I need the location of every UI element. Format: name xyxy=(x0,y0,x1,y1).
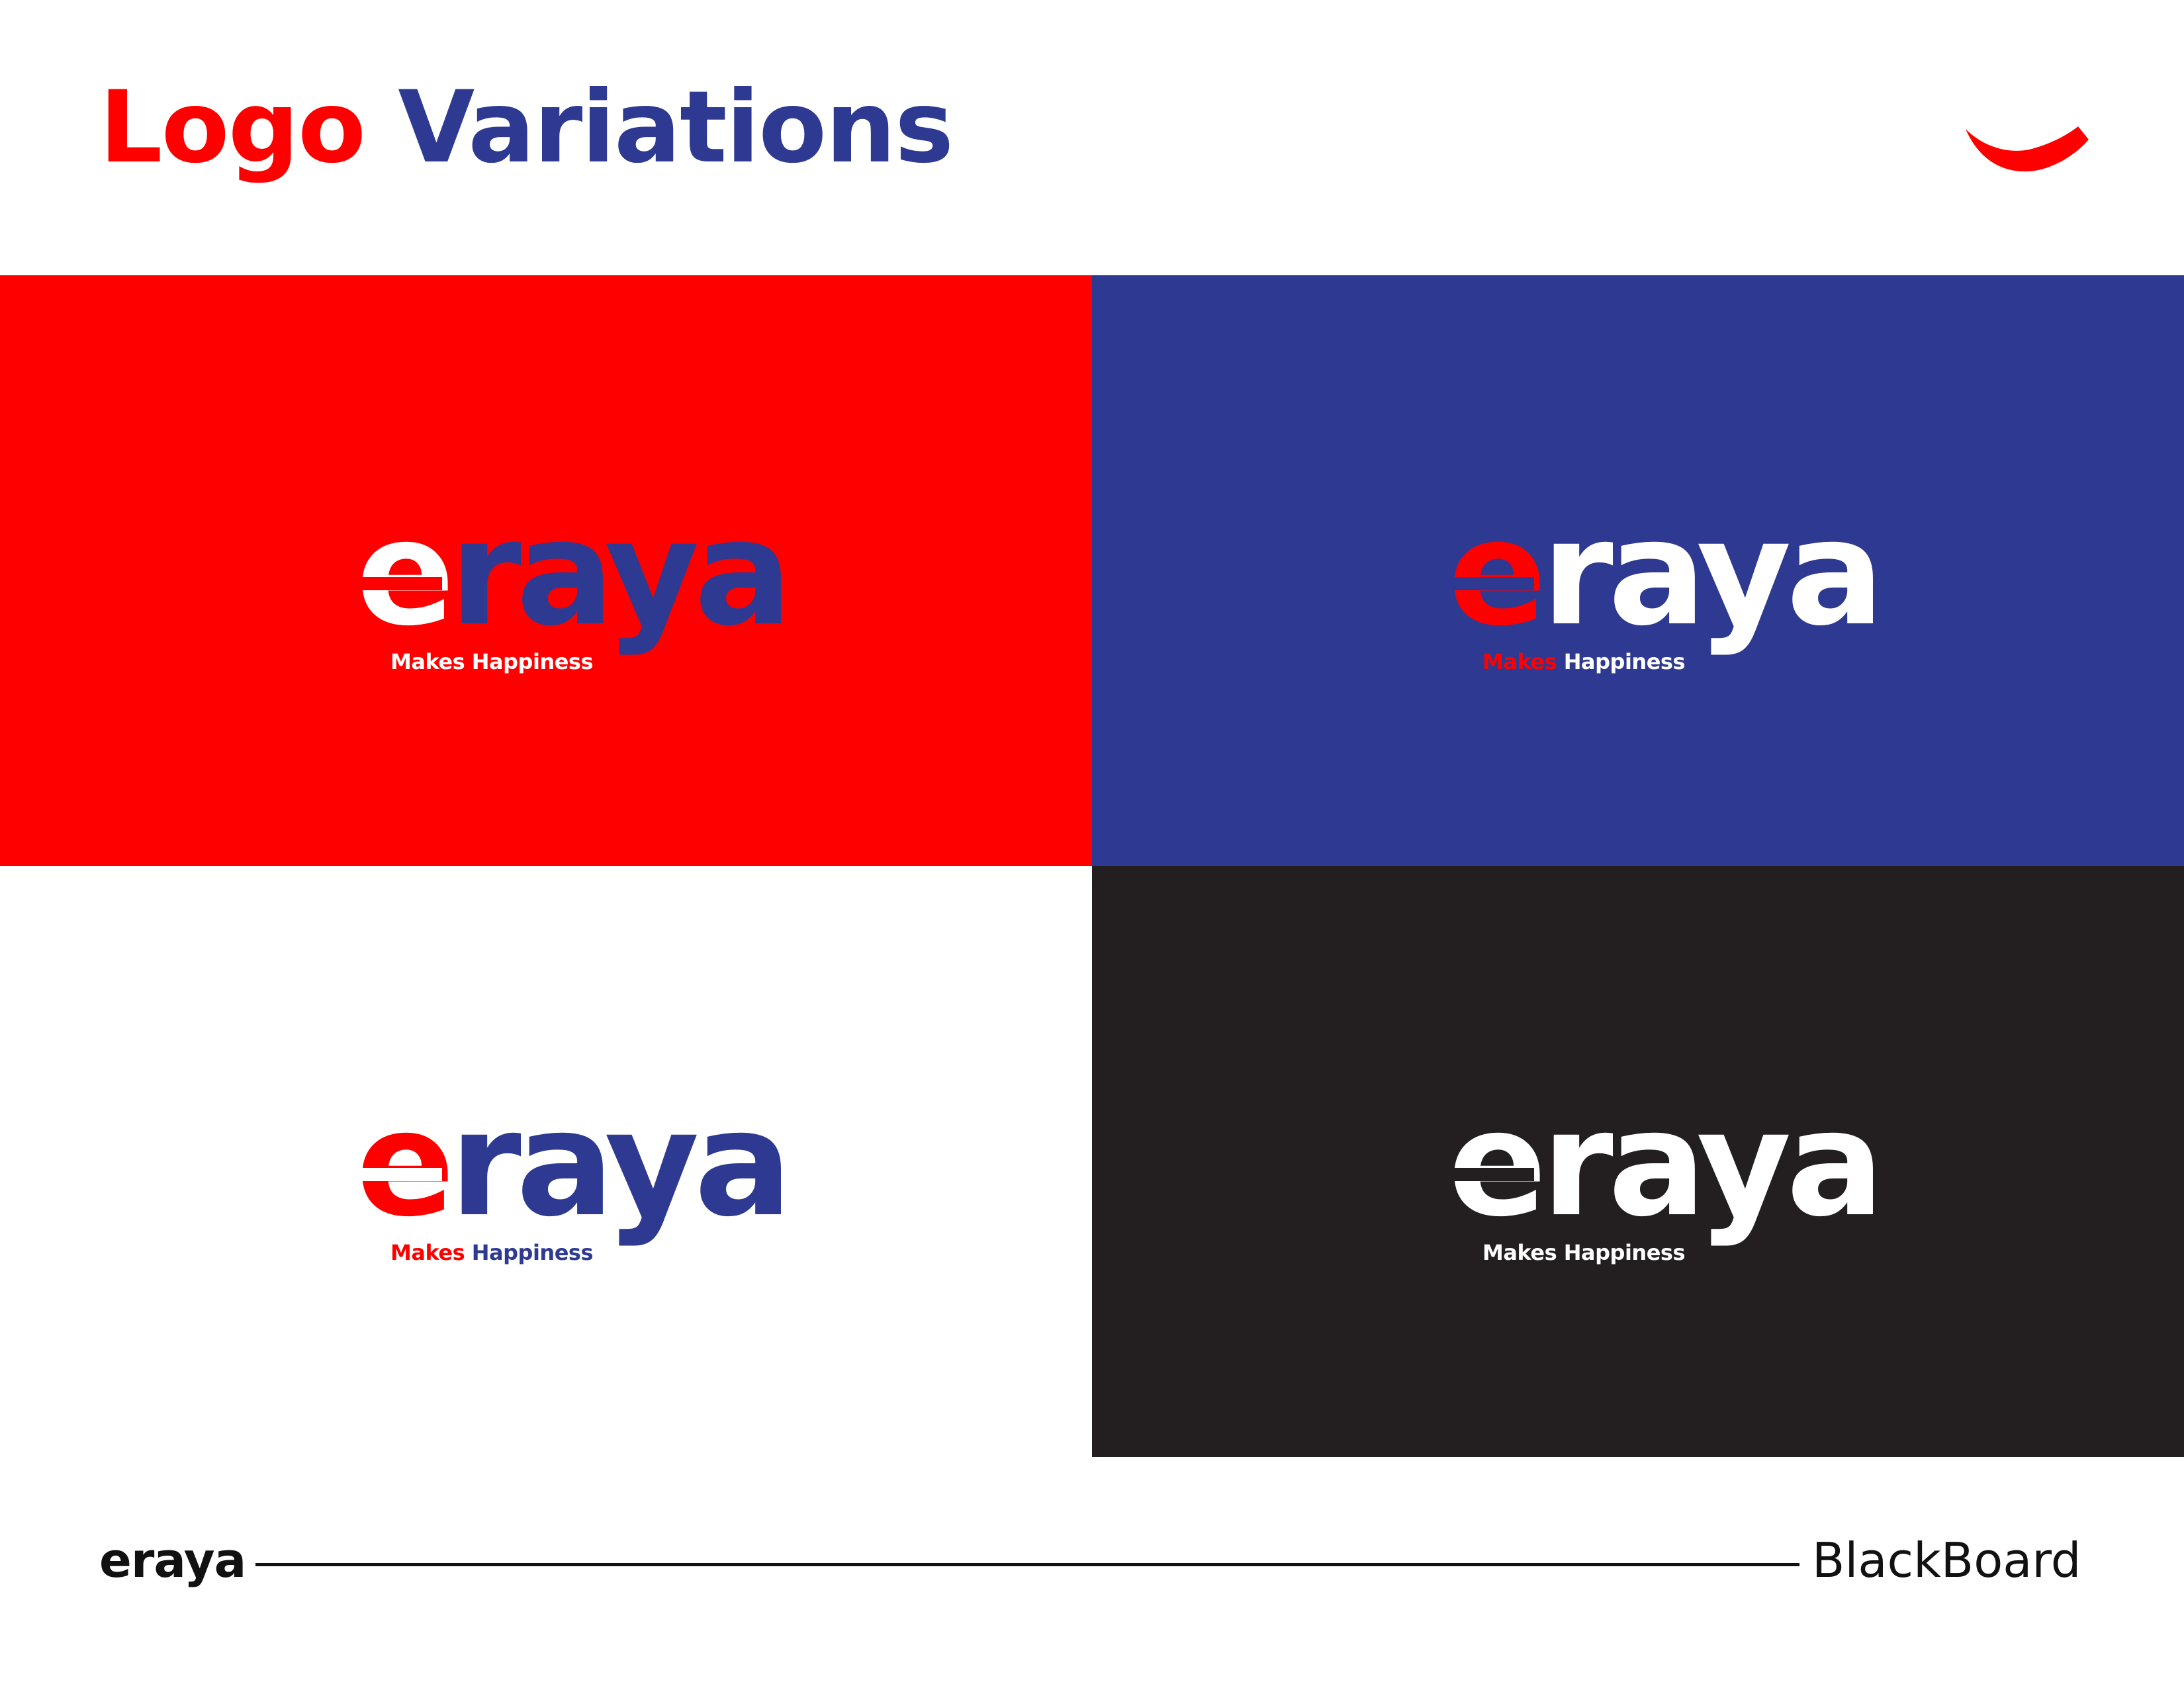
logo-wordmark: eraya xyxy=(1448,500,1884,646)
logo-letter-e: e xyxy=(1448,488,1547,658)
footer-label: BlackBoard xyxy=(1812,1533,2081,1588)
page-title: Logo Variations xyxy=(99,78,954,177)
logo-letters-raya: raya xyxy=(1541,488,1884,658)
eraya-logo: eraya Makes Happiness xyxy=(1448,500,1884,672)
tagline-word-makes: Makes xyxy=(1482,649,1557,674)
tagline-word-happiness: Happiness xyxy=(1563,1240,1686,1265)
logo-variation-black: eraya Makes Happiness xyxy=(1092,866,2184,1457)
logo-wordmark: eraya xyxy=(1448,1091,1884,1237)
logo-e-slash xyxy=(1451,577,1534,590)
tagline-word-happiness: Happiness xyxy=(1563,649,1686,674)
title-word-variations: Variations xyxy=(398,70,954,185)
footer-divider xyxy=(255,1563,1799,1566)
logo-letter-e: e xyxy=(356,488,455,658)
footer-brand: eraya xyxy=(99,1533,246,1588)
logo-tagline: Makes Happiness xyxy=(1482,1242,1685,1263)
eraya-logo: eraya Makes Happiness xyxy=(356,1091,792,1263)
logo-e-slash xyxy=(1451,1168,1534,1181)
smile-arc-icon xyxy=(1966,126,2089,172)
logo-wordmark: eraya xyxy=(356,500,792,646)
logo-tagline: Makes Happiness xyxy=(390,1242,593,1263)
logo-tagline: Makes Happiness xyxy=(1482,651,1685,672)
logo-letters-raya: raya xyxy=(1541,1079,1884,1249)
logo-variation-white: eraya Makes Happiness xyxy=(0,866,1092,1457)
logo-letters-raya: raya xyxy=(449,1079,792,1249)
tagline-word-makes: Makes xyxy=(390,649,465,674)
tagline-word-happiness: Happiness xyxy=(471,1240,594,1265)
title-word-logo: Logo xyxy=(99,70,366,185)
tagline-word-makes: Makes xyxy=(1482,1240,1557,1265)
logo-letter-e: e xyxy=(1448,1079,1547,1249)
eraya-logo: eraya Makes Happiness xyxy=(356,500,792,672)
logo-variation-red: eraya Makes Happiness xyxy=(0,275,1092,866)
logo-tagline: Makes Happiness xyxy=(390,651,593,672)
logo-wordmark: eraya xyxy=(356,1091,792,1237)
logo-letter-e: e xyxy=(356,1079,455,1249)
eraya-logo: eraya Makes Happiness xyxy=(1448,1091,1884,1263)
logo-e-slash xyxy=(359,1168,442,1181)
tagline-word-happiness: Happiness xyxy=(471,649,594,674)
logo-e-slash xyxy=(359,577,442,590)
tagline-word-makes: Makes xyxy=(390,1240,465,1265)
logo-variation-blue: eraya Makes Happiness xyxy=(1092,275,2184,866)
logo-letters-raya: raya xyxy=(449,488,792,658)
